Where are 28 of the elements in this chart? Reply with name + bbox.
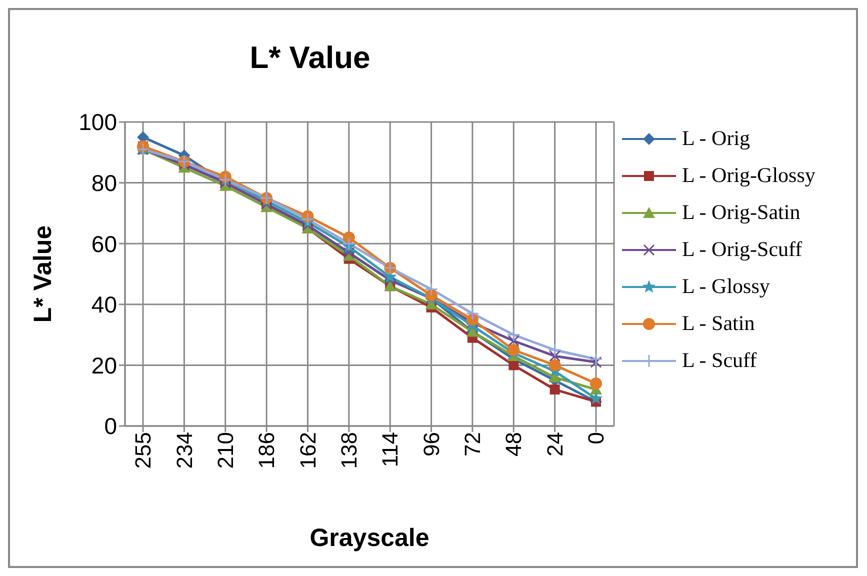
x-tick-label: 210 <box>212 432 238 469</box>
legend-label: L - Scuff <box>682 348 757 373</box>
x-tick-label: 162 <box>295 432 320 469</box>
y-tick-label: 100 <box>78 109 117 136</box>
x-tick-label: 96 <box>418 432 444 456</box>
x-tick-label: 72 <box>460 432 486 456</box>
legend-label: L - Orig <box>682 126 750 151</box>
x-axis-title: Grayscale <box>310 524 430 552</box>
y-tick-label: 0 <box>104 413 117 440</box>
legend-label: L - Glossy <box>682 274 770 299</box>
y-tick-label: 40 <box>91 292 117 318</box>
x-tick-label: 0 <box>584 432 609 444</box>
y-tick-label: 60 <box>91 230 117 257</box>
x-tick-label: 138 <box>336 432 362 469</box>
legend-label: L - Orig-Glossy <box>682 163 816 188</box>
chart-title: L* Value <box>248 40 372 76</box>
y-axis-title: L* Value <box>28 225 57 323</box>
x-tick-label: 255 <box>130 432 156 469</box>
legend-label: L - Orig-Satin <box>682 200 800 225</box>
x-tick-label: 114 <box>378 432 403 468</box>
y-tick-label: 80 <box>91 170 117 196</box>
x-tick-label: 48 <box>501 432 526 456</box>
x-tick-label: 24 <box>542 432 568 456</box>
legend-label: L - Orig-Scuff <box>682 237 802 262</box>
x-tick-label: 234 <box>172 432 197 469</box>
y-tick-label: 20 <box>91 352 117 378</box>
x-tick-label: 186 <box>254 432 280 469</box>
legend-label: L - Satin <box>682 311 755 336</box>
